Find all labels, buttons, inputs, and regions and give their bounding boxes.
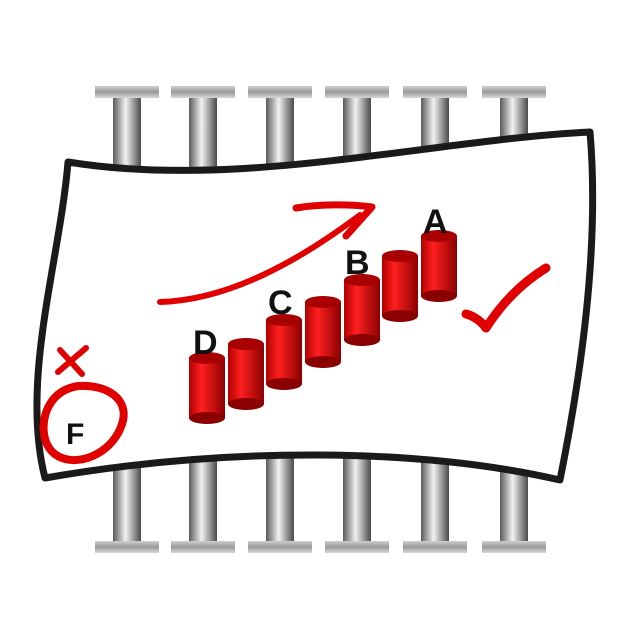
bar-top [228, 338, 264, 350]
bar-base [266, 378, 302, 390]
pillar-shaft [266, 455, 294, 541]
bar-body [305, 302, 341, 362]
bottom-pillar [403, 455, 467, 553]
bar-cylinder [228, 338, 264, 410]
bar-group [189, 230, 457, 424]
bar-body [189, 358, 225, 418]
grade-f-badge: F [39, 381, 128, 465]
grade-label-a: A [423, 203, 448, 241]
pillar-cap [325, 541, 389, 553]
pillar-cap [403, 541, 467, 553]
bar-base [382, 310, 418, 322]
bottom-pillar [325, 455, 389, 553]
pillar-cap [95, 541, 159, 553]
bar-body [382, 256, 418, 316]
bar-body [421, 236, 457, 296]
trend-arrow-icon [157, 201, 376, 305]
bottom-pillar [248, 455, 312, 553]
bottom-pillars [95, 455, 546, 553]
bar-top [266, 314, 302, 326]
pillar-cap [95, 86, 159, 98]
bar-base [228, 398, 264, 410]
bar-base [305, 356, 341, 368]
bar-top [344, 274, 380, 286]
check-mark-icon [461, 263, 551, 333]
pillar-shaft [343, 455, 371, 541]
bar-base [189, 412, 225, 424]
pillar-cap [248, 86, 312, 98]
bar-base [344, 334, 380, 346]
bar-cylinder [421, 230, 457, 302]
bar-top [305, 296, 341, 308]
bar-body [344, 280, 380, 340]
grade-label-c: C [268, 284, 293, 322]
bar-cylinder [382, 250, 418, 322]
pillar-cap [325, 86, 389, 98]
bar-top [421, 230, 457, 242]
grade-label-b: B [345, 244, 370, 282]
bar-body [228, 344, 264, 404]
bar-cylinder [344, 274, 380, 346]
grade-label-f: F [66, 418, 84, 451]
x-mark-icon [55, 345, 89, 377]
pillar-cap [248, 541, 312, 553]
bar-top [382, 250, 418, 262]
bar-base [421, 290, 457, 302]
bar-cylinder [305, 296, 341, 368]
top-pillar [171, 86, 235, 180]
pillar-cap [403, 86, 467, 98]
bottom-pillar [171, 455, 235, 553]
pillar-shaft [189, 455, 217, 541]
bar-top [189, 352, 225, 364]
bar-cylinder [266, 314, 302, 390]
bar-body [266, 320, 302, 384]
pillar-shaft [189, 98, 217, 180]
pillar-cap [171, 86, 235, 98]
bar-cylinder [189, 352, 225, 424]
pillar-cap [482, 86, 546, 98]
pillar-cap [482, 541, 546, 553]
grade-label-d: D [193, 324, 218, 362]
pillar-shaft [421, 455, 449, 541]
pillar-cap [171, 541, 235, 553]
